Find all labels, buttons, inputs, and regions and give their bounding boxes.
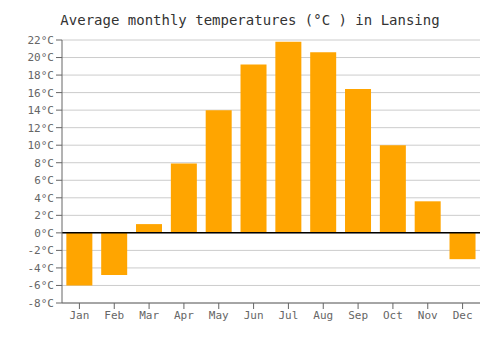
svg-text:-2°C: -2°C [28, 244, 55, 257]
svg-text:-4°C: -4°C [28, 262, 55, 275]
svg-text:-8°C: -8°C [28, 297, 55, 310]
svg-text:12°C: 12°C [28, 122, 55, 135]
svg-text:Aug: Aug [313, 309, 333, 322]
svg-text:Jun: Jun [244, 309, 264, 322]
svg-text:Oct: Oct [383, 309, 403, 322]
svg-text:Jan: Jan [69, 309, 89, 322]
svg-text:6°C: 6°C [34, 174, 54, 187]
svg-text:Apr: Apr [174, 309, 194, 322]
svg-text:8°C: 8°C [34, 157, 54, 170]
svg-text:Dec: Dec [453, 309, 473, 322]
svg-text:4°C: 4°C [34, 192, 54, 205]
svg-text:Jul: Jul [278, 309, 298, 322]
html-text:Average monthly temperatures (: Average monthly temperatures (°C ) in La… [60, 12, 440, 28]
svg-text:14°C: 14°C [28, 104, 55, 117]
svg-text:Sep: Sep [348, 309, 368, 322]
svg-text:16°C: 16°C [28, 87, 55, 100]
svg-text:Feb: Feb [104, 309, 124, 322]
svg-text:10°C: 10°C [28, 139, 55, 152]
svg-text:18°C: 18°C [28, 69, 55, 82]
svg-text:Nov: Nov [418, 309, 438, 322]
svg-text:Mar: Mar [139, 309, 159, 322]
svg-text:22°C: 22°C [28, 34, 55, 47]
svg-text:0°C: 0°C [34, 227, 54, 240]
svg-text:2°C: 2°C [34, 209, 54, 222]
svg-text:20°C: 20°C [28, 51, 55, 64]
svg-text:May: May [209, 309, 229, 322]
svg-text:-6°C: -6°C [28, 279, 55, 292]
